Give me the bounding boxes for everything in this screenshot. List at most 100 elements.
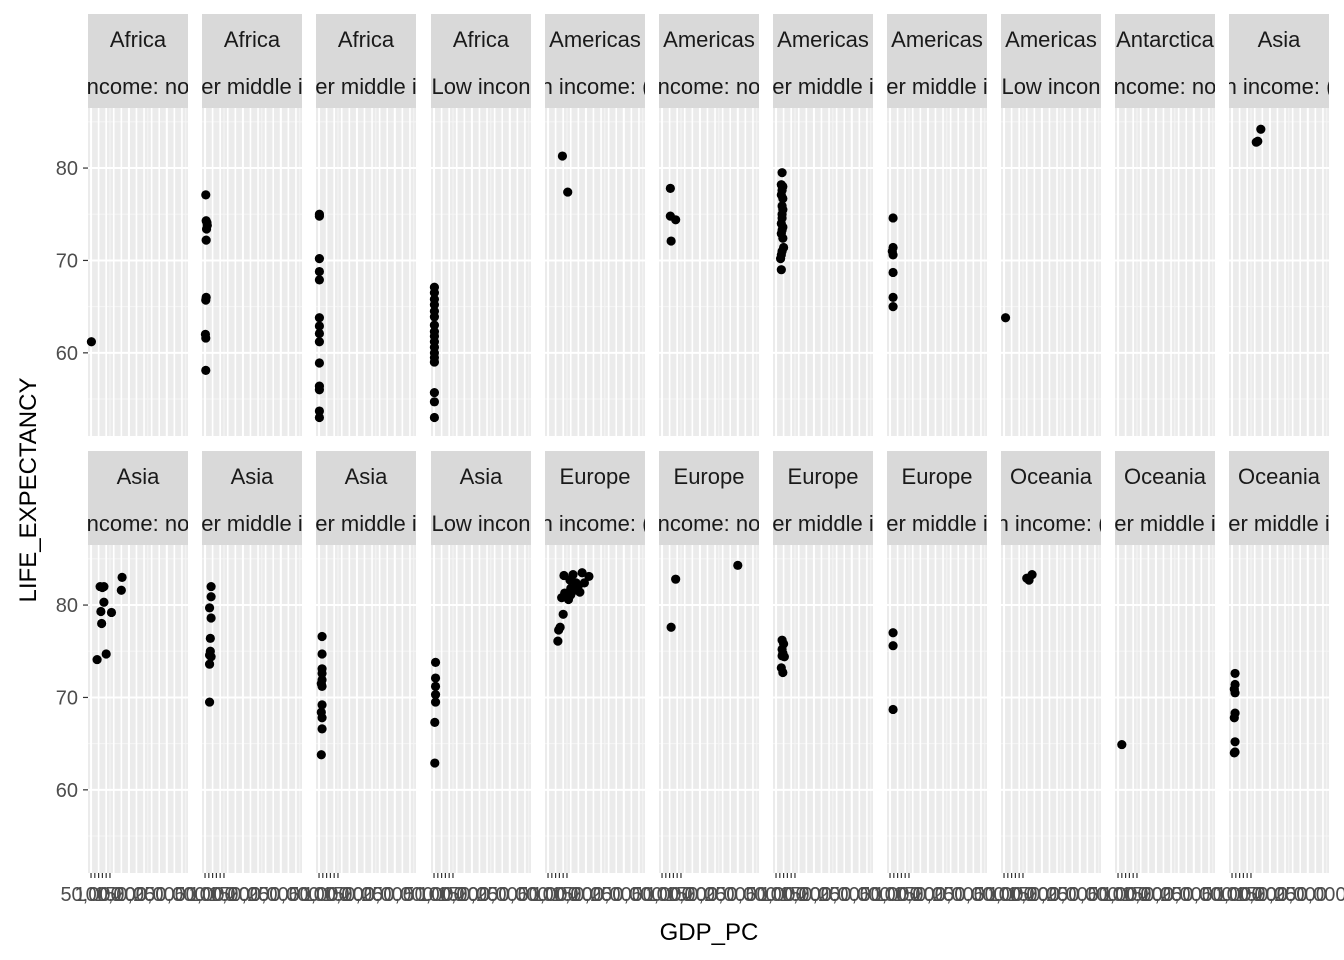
facet-panel: Asia ncome: no [88, 451, 188, 873]
y-tick-label: 70 [56, 687, 78, 709]
facet-strip-region: Antarctica [1116, 27, 1215, 52]
facet-strip-income: Low incon [1001, 74, 1100, 99]
data-point [204, 603, 215, 613]
data-point [888, 250, 898, 260]
x-tick-label: 100,000 [987, 884, 1059, 906]
facet-strip-region: Oceania [1124, 464, 1207, 489]
x-tick-label: 100,000 [188, 884, 260, 906]
data-point [116, 585, 126, 595]
x-tick-label: 50,000 [1201, 884, 1262, 906]
panel-background [887, 545, 987, 873]
data-point [778, 233, 788, 243]
facet-panel: Europe n income: ( [541, 451, 650, 873]
x-tick-label: 150,000 [779, 884, 851, 906]
facet-strip-region: Americas [1005, 27, 1097, 52]
facet-panel: Oceania n income: ( [1001, 451, 1101, 873]
facet-panel: Americas Low incon [1000, 14, 1101, 436]
facet-strip-income: er middle i [1228, 511, 1329, 536]
data-point [778, 193, 788, 204]
facet-panels: Africa ncome: no Africa er middle i Africa er… [86, 14, 1329, 873]
y-axis: 60 70 80 60 70 80 [56, 158, 88, 802]
data-point [563, 187, 573, 197]
facet-panel: Americas n income: ( [545, 14, 645, 436]
data-point [314, 321, 325, 331]
facet-strip [1001, 14, 1101, 108]
facet-strip [1229, 14, 1329, 108]
x-tick-label: 50,000 [288, 884, 349, 906]
x-tick-label: 200,000 [685, 884, 757, 906]
y-tick-label: 60 [56, 780, 78, 802]
facet-strip-region: Asia [1258, 27, 1302, 52]
facet-strip-region: Americas [663, 27, 755, 52]
facet-strip [202, 451, 302, 545]
panel-background [773, 108, 873, 436]
panel-background [202, 545, 302, 873]
facet-strip [316, 451, 416, 545]
data-point [429, 312, 440, 322]
panel-background [773, 545, 873, 873]
data-point [430, 673, 441, 683]
x-tick-label: 100,000 [531, 884, 603, 906]
x-tick-label: 50,000 [631, 884, 692, 906]
x-axis: 50,000100,000150,000200,000250,00050,000… [60, 873, 1344, 906]
data-point [101, 649, 111, 659]
facet-strip [1001, 451, 1101, 545]
facet-strip-income: ncome: no [1114, 74, 1217, 99]
data-point [1230, 668, 1240, 679]
data-point [314, 211, 325, 221]
x-tick-label: 100,000 [873, 884, 945, 906]
data-point [201, 235, 211, 245]
data-point [201, 333, 211, 343]
facet-strip [545, 451, 645, 545]
x-tick-label: 250,000 [361, 884, 433, 906]
data-point [888, 267, 898, 278]
x-tick-label: 50,000 [517, 884, 578, 906]
facet-strip-income: er middle i [201, 511, 302, 536]
facet-strip-region: Europe [674, 464, 745, 489]
x-tick-label: 200,000 [799, 884, 871, 906]
data-point [888, 292, 898, 303]
facet-strip-region: Americas [891, 27, 983, 52]
facet-panel: Africa Low incon [429, 14, 531, 436]
facet-panel: Asia Low incon [430, 451, 531, 873]
data-point [1251, 137, 1261, 147]
panel-background [316, 545, 416, 873]
x-tick-label: 250,000 [704, 884, 776, 906]
facet-strip-region: Africa [338, 27, 395, 52]
panel-background [1115, 545, 1215, 873]
data-point [429, 300, 440, 310]
data-point [671, 215, 681, 225]
panel-background [545, 108, 645, 436]
x-tick-label: 200,000 [228, 884, 300, 906]
facet-strip-income: er middle i [772, 74, 873, 99]
facet-strip-income: er middle i [315, 74, 416, 99]
facet-strip-region: Americas [549, 27, 641, 52]
facet-strip-income: er middle i [315, 511, 416, 536]
panel-background [887, 108, 987, 436]
data-point [96, 606, 106, 617]
facet-strip-region: Europe [902, 464, 973, 489]
data-point [558, 609, 568, 619]
data-point [92, 654, 102, 665]
facet-panel: Africa er middle i [314, 14, 416, 436]
data-point [206, 581, 216, 592]
facet-strip-region: Africa [224, 27, 281, 52]
panel-background [1001, 108, 1101, 436]
data-point [776, 265, 786, 275]
facet-strip-income: n income: ( [541, 511, 650, 536]
facet-strip-income: er middle i [772, 511, 873, 536]
facet-strip-income: Low incon [431, 74, 530, 99]
data-point [888, 628, 898, 638]
data-point [1230, 688, 1240, 698]
facet-panel: Oceania er middle i [1115, 451, 1215, 873]
facet-panel: Asia er middle i [315, 451, 416, 873]
facet-strip [887, 14, 987, 108]
data-point [201, 224, 212, 234]
data-point [206, 652, 216, 662]
data-point [888, 641, 898, 651]
data-point [553, 636, 563, 646]
data-point [429, 397, 440, 407]
x-tick-label: 100,000 [759, 884, 831, 906]
x-tick-label: 100,000 [302, 884, 374, 906]
